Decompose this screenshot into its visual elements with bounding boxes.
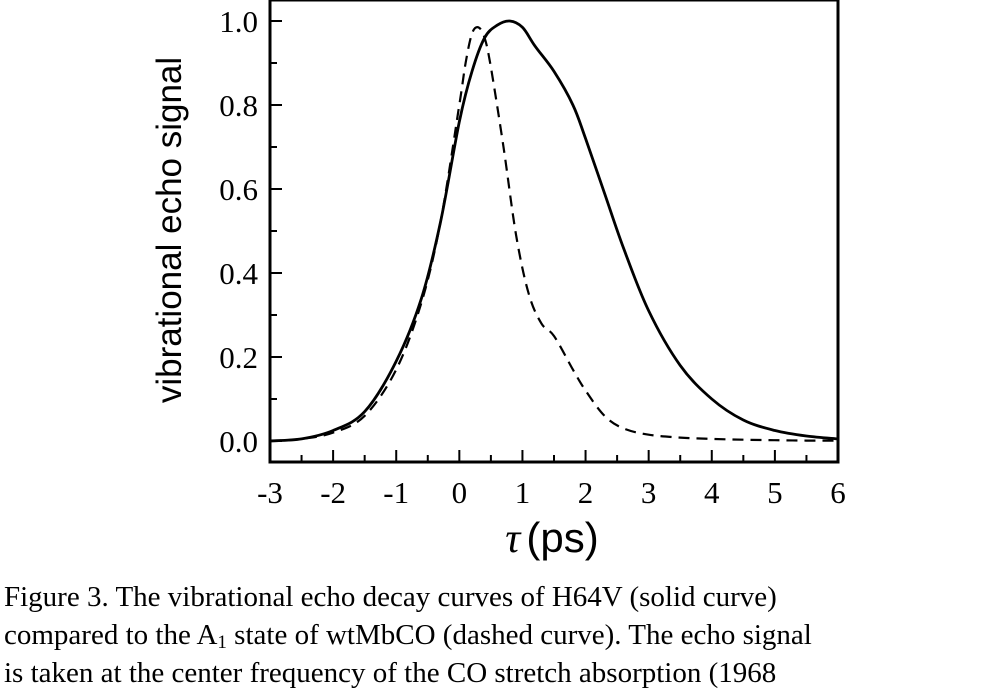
series-line-dashed — [269, 26, 838, 443]
x-axis-label-unit: (ps) — [526, 514, 598, 561]
x-tick-label: -3 — [257, 475, 283, 510]
x-tick-label: 5 — [767, 475, 783, 510]
y-tick-label: 0.4 — [219, 256, 258, 291]
chart: -3 -2 -1 0 1 2 3 4 5 6 0.0 0.2 0.4 0.6 0.8 1.0 vibratio… — [150, 0, 846, 562]
y-tick-label: 0.8 — [219, 88, 258, 123]
x-axis-label: τ (ps) — [505, 514, 598, 562]
y-tick-label: 0.6 — [219, 172, 258, 207]
x-tick-label: -2 — [320, 475, 346, 510]
caption-line-3: is taken at the center frequency of the … — [4, 657, 777, 689]
x-tick-label: 0 — [452, 475, 468, 510]
series-line-solid — [269, 19, 839, 443]
x-tick-label: 6 — [830, 475, 846, 510]
y-axis-label: vibrational echo signal — [150, 57, 189, 403]
x-tick-label: 1 — [515, 475, 531, 510]
axis-tick-labels: -3 -2 -1 0 1 2 3 4 5 6 0.0 0.2 0.4 0.6 0.8 1.0 — [219, 4, 846, 510]
series-group — [269, 19, 839, 443]
caption-subscript: 1 — [217, 632, 227, 653]
caption-line-1: Figure 3. The vibrational echo decay cur… — [4, 581, 777, 613]
caption-line-2: compared to the A1 state of wtMbCO (dash… — [4, 616, 998, 654]
axis-ticks — [269, 20, 839, 462]
y-tick-label: 0.0 — [219, 424, 258, 459]
x-tick-label: -1 — [383, 475, 409, 510]
x-tick-label: 3 — [641, 475, 657, 510]
caption-line-2-a: compared to the A — [4, 619, 218, 651]
y-tick-label: 1.0 — [219, 4, 258, 39]
y-tick-label: 0.2 — [219, 340, 258, 375]
x-tick-label: 2 — [578, 475, 594, 510]
x-axis-label-symbol: τ — [505, 516, 522, 562]
x-tick-label: 4 — [704, 475, 720, 510]
caption-line-2-b: state of wtMbCO (dashed curve). The echo… — [226, 619, 812, 651]
